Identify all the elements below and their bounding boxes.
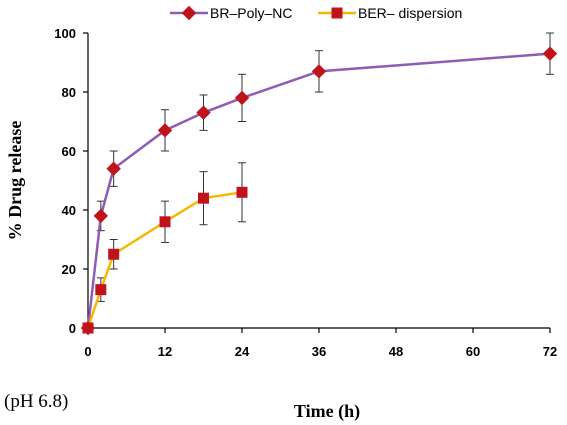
y-axis-title: % Drug release bbox=[5, 121, 25, 241]
series-markers bbox=[80, 46, 558, 336]
x-tick-label: 36 bbox=[312, 344, 326, 359]
x-tick-label: 60 bbox=[466, 344, 480, 359]
axes: 0 20 40 60 80 100 0 12 24 36 48 60 72 bbox=[54, 26, 557, 359]
data-point-square bbox=[108, 248, 120, 260]
data-point-diamond bbox=[196, 105, 211, 120]
data-point-square bbox=[82, 322, 94, 334]
data-point-square bbox=[236, 186, 248, 198]
y-tick-label: 0 bbox=[69, 321, 76, 336]
data-point-diamond bbox=[234, 90, 250, 106]
legend-label: BR–Poly–NC bbox=[210, 5, 292, 21]
ph-note: (pH 6.8) bbox=[4, 391, 68, 412]
y-tick-label: 100 bbox=[54, 26, 76, 41]
x-tick-label: 48 bbox=[389, 344, 403, 359]
error-bars bbox=[96, 32, 554, 302]
data-point-square bbox=[95, 284, 107, 296]
data-point-diamond bbox=[542, 46, 558, 61]
series-line-2 bbox=[86, 191, 243, 329]
data-point-square bbox=[331, 7, 343, 19]
data-point-diamond bbox=[93, 208, 109, 224]
x-tick-label: 12 bbox=[158, 344, 172, 359]
data-point-square bbox=[159, 216, 171, 228]
data-point-diamond bbox=[157, 123, 173, 138]
data-point-diamond bbox=[311, 64, 327, 79]
x-tick-label: 0 bbox=[84, 344, 91, 359]
legend-label: BER– dispersion bbox=[358, 5, 462, 21]
series-line-1 bbox=[86, 52, 551, 329]
y-tick-label: 40 bbox=[62, 203, 76, 218]
x-tick-label: 72 bbox=[543, 344, 557, 359]
y-tick-label: 60 bbox=[62, 144, 76, 159]
y-tick-label: 80 bbox=[62, 85, 76, 100]
y-tick-label: 20 bbox=[62, 262, 76, 277]
legend: BR–Poly–NC BER– dispersion bbox=[170, 5, 462, 21]
data-point-diamond bbox=[106, 161, 121, 176]
x-tick-label: 24 bbox=[235, 344, 250, 359]
data-point-diamond bbox=[181, 5, 197, 21]
data-point-square bbox=[198, 192, 209, 204]
x-axis-title: Time (h) bbox=[294, 401, 360, 422]
series-lines bbox=[86, 52, 551, 329]
